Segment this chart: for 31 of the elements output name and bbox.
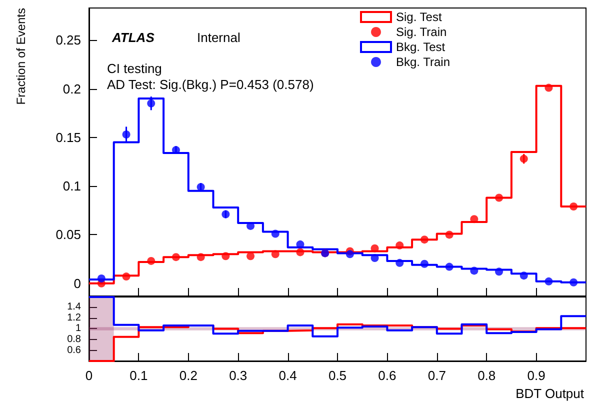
y-tick-label: 0	[74, 276, 81, 291]
x-tick-label: 0.1	[130, 368, 148, 383]
text: ATLAS	[111, 30, 155, 45]
y-tick-label: 0.05	[56, 227, 81, 242]
y-tick-label: 1.4	[67, 301, 82, 312]
y-tick-label: 0.8	[67, 334, 82, 346]
y-tick-label: 0.1	[62, 178, 81, 194]
x-axis-title: BDT Output	[516, 386, 584, 401]
x-tick-label: 0.3	[229, 368, 248, 383]
y-tick-label: 0.25	[56, 32, 81, 48]
text: Internal	[197, 30, 240, 45]
y-tick-label: 0.2	[62, 81, 81, 96]
y-tick-label: 0.15	[56, 130, 81, 145]
x-tick-label: 0.7	[428, 368, 446, 383]
legend-label: Bkg. Train	[396, 55, 450, 69]
x-tick-label: 0.2	[179, 368, 198, 383]
legend-label: Bkg. Test	[396, 40, 446, 54]
annotation: CI testing	[107, 61, 162, 76]
x-tick-label: 0.5	[328, 368, 347, 383]
y-axis-title: Fraction of Events	[14, 8, 28, 105]
x-tick-label: 0.4	[278, 368, 297, 383]
x-tick-label: 0.9	[527, 368, 546, 383]
x-tick-label: 0	[85, 368, 93, 383]
y-tick-label: 0.6	[67, 345, 82, 356]
x-tick-label: 0.8	[478, 368, 496, 383]
legend-label: Sig. Train	[396, 25, 447, 39]
legend-label: Sig. Test	[396, 10, 442, 24]
annotation: AD Test: Sig.(Bkg.) P=0.453 (0.578)	[107, 77, 314, 92]
y-tick-label: 1	[75, 323, 82, 334]
x-tick-label: 0.6	[378, 368, 396, 383]
y-tick-label: 1.2	[67, 312, 82, 324]
